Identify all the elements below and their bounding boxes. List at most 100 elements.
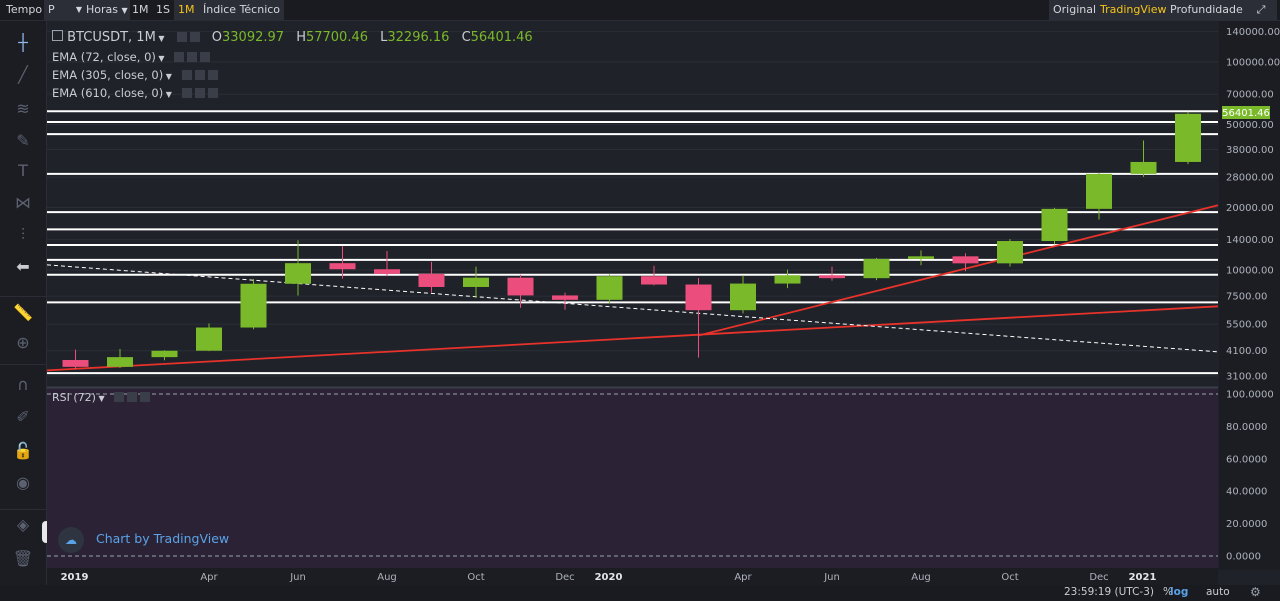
hours-dropdown[interactable]: Horas ▼ bbox=[82, 0, 130, 20]
rsi-tick-label: 40.0000 bbox=[1226, 487, 1267, 498]
magnet-icon[interactable]: ∩ bbox=[17, 375, 29, 394]
ruler-icon[interactable]: 📏 bbox=[13, 303, 33, 322]
visibility-icon[interactable] bbox=[127, 392, 138, 402]
low-label: L bbox=[380, 30, 388, 45]
interval-1m-button[interactable]: 1M bbox=[132, 3, 149, 16]
candle-body[interactable] bbox=[596, 276, 623, 300]
fib-tool-icon[interactable]: ≋ bbox=[16, 99, 30, 118]
price-pane bbox=[47, 21, 1218, 387]
candle-body[interactable] bbox=[819, 275, 845, 279]
candle-body[interactable] bbox=[507, 277, 534, 296]
trendline[interactable] bbox=[698, 204, 1219, 337]
rsi-tick-label: 100.0000 bbox=[1226, 390, 1274, 401]
percent-scale-button[interactable]: % bbox=[1163, 586, 1173, 598]
settings-gear-icon[interactable]: ⚙ bbox=[1250, 585, 1261, 599]
remove-icon[interactable] bbox=[207, 70, 218, 80]
candle-body[interactable] bbox=[1086, 173, 1112, 209]
candle-body[interactable] bbox=[62, 360, 89, 367]
rsi-legend[interactable]: RSI (72) ▼ bbox=[52, 391, 151, 404]
bottom-bar: 23:59:19 (UTC-3) % log auto ⚙ bbox=[0, 585, 1280, 601]
chevron-down-icon[interactable]: ▼ bbox=[95, 394, 105, 403]
interval-1s-button[interactable]: 1S bbox=[156, 3, 170, 16]
text-tool-icon[interactable]: T bbox=[18, 161, 28, 180]
candle-body[interactable] bbox=[685, 284, 712, 311]
candle-body[interactable] bbox=[997, 241, 1023, 264]
view-depth-tab[interactable]: Profundidade bbox=[1166, 0, 1247, 20]
price-tick-label: 10000.00 bbox=[1226, 266, 1274, 277]
candle-body[interactable] bbox=[374, 269, 400, 274]
layers-icon[interactable]: ◈ bbox=[16, 515, 30, 534]
crosshair-icon[interactable]: ┼ bbox=[18, 33, 28, 52]
timeframe-select[interactable]: P ▼ bbox=[44, 0, 86, 20]
brush-icon[interactable]: ✎ bbox=[16, 131, 30, 150]
cloud-logo-icon: ☁ bbox=[58, 526, 84, 553]
candle-body[interactable] bbox=[908, 256, 934, 259]
candle-body[interactable] bbox=[774, 275, 801, 284]
visibility-icon[interactable] bbox=[194, 70, 205, 80]
candle-body[interactable] bbox=[952, 256, 979, 264]
ema-legend-610[interactable]: EMA (610, close, 0) ▼ bbox=[52, 86, 218, 100]
chevron-down-icon[interactable]: ▼ bbox=[155, 54, 165, 63]
settings-icon[interactable] bbox=[174, 52, 185, 62]
view-tradingview-tab[interactable]: TradingView bbox=[1096, 0, 1171, 20]
candle-body[interactable] bbox=[329, 263, 356, 270]
settings-icon[interactable] bbox=[114, 392, 125, 402]
chevron-down-icon[interactable]: ▼ bbox=[155, 34, 165, 43]
ema-legend-72[interactable]: EMA (72, close, 0) ▼ bbox=[52, 50, 211, 64]
technical-index-button[interactable]: Índice Técnico bbox=[199, 0, 285, 20]
interval-1m-active-button[interactable]: 1M bbox=[174, 0, 199, 20]
ema-legend-305[interactable]: EMA (305, close, 0) ▼ bbox=[52, 68, 218, 82]
collapse-legend-icon[interactable] bbox=[52, 30, 63, 41]
time-tick-label: Apr bbox=[200, 572, 218, 583]
settings-icon[interactable] bbox=[176, 32, 187, 42]
candle-body[interactable] bbox=[863, 258, 890, 279]
candle-body[interactable] bbox=[730, 283, 756, 311]
lock-icon[interactable]: 🔓 bbox=[13, 441, 33, 460]
zoom-in-icon[interactable]: ⊕ bbox=[16, 333, 30, 352]
time-tick-label: Dec bbox=[1089, 572, 1108, 583]
collapse-toolbar-handle[interactable] bbox=[42, 521, 50, 543]
visibility-icon[interactable] bbox=[187, 52, 198, 62]
candle-body[interactable] bbox=[418, 273, 445, 287]
candle-body[interactable] bbox=[196, 327, 222, 351]
candle-body[interactable] bbox=[463, 277, 489, 287]
candle-body[interactable] bbox=[107, 357, 133, 367]
remove-icon[interactable] bbox=[140, 392, 151, 402]
candle-body[interactable] bbox=[1041, 208, 1068, 242]
log-scale-button[interactable]: log bbox=[1170, 586, 1189, 598]
pencil-lock-icon[interactable]: ✐ bbox=[16, 407, 30, 426]
remove-icon[interactable] bbox=[200, 52, 211, 62]
chevron-down-icon[interactable]: ▼ bbox=[163, 72, 172, 81]
candle-body[interactable] bbox=[1130, 161, 1157, 174]
candle-body[interactable] bbox=[151, 350, 178, 358]
fullscreen-icon[interactable]: ⤢ bbox=[1245, 0, 1277, 20]
back-arrow-icon[interactable]: ⬅ bbox=[16, 257, 30, 276]
candle-body[interactable] bbox=[240, 283, 267, 328]
eye-icon[interactable]: ◉ bbox=[16, 473, 30, 492]
chevron-down-icon[interactable]: ▼ bbox=[163, 90, 172, 99]
time-tick-label: 2021 bbox=[1129, 572, 1157, 583]
trendline-tool-icon[interactable]: ╱ bbox=[18, 65, 28, 84]
visibility-icon[interactable] bbox=[194, 88, 205, 98]
view-original-tab[interactable]: Original bbox=[1049, 0, 1101, 20]
tradingview-watermark[interactable]: ☁ Chart by TradingView bbox=[58, 525, 229, 553]
pattern-tool-icon[interactable]: ⋈ bbox=[15, 193, 31, 212]
candle-body[interactable] bbox=[641, 276, 667, 285]
settings-icon[interactable] bbox=[181, 88, 192, 98]
trash-icon[interactable]: 🗑 bbox=[12, 549, 34, 568]
settings-icon[interactable] bbox=[181, 70, 192, 80]
candle-body[interactable] bbox=[552, 295, 578, 300]
visibility-icon[interactable] bbox=[189, 32, 200, 42]
remove-icon[interactable] bbox=[207, 88, 218, 98]
time-axis[interactable] bbox=[47, 568, 1218, 585]
time-tick-label: 2019 bbox=[61, 572, 89, 583]
candle-body[interactable] bbox=[285, 263, 311, 284]
auto-scale-button[interactable]: auto bbox=[1206, 586, 1230, 598]
prediction-tool-icon[interactable]: ⫶ bbox=[20, 225, 25, 244]
open-value: 33092.97 bbox=[222, 30, 285, 45]
close-label: C bbox=[461, 30, 471, 45]
trendline[interactable] bbox=[46, 305, 1219, 372]
symbol-name[interactable]: BTCUSDT, 1M bbox=[67, 30, 156, 45]
candle-body[interactable] bbox=[1175, 113, 1201, 162]
